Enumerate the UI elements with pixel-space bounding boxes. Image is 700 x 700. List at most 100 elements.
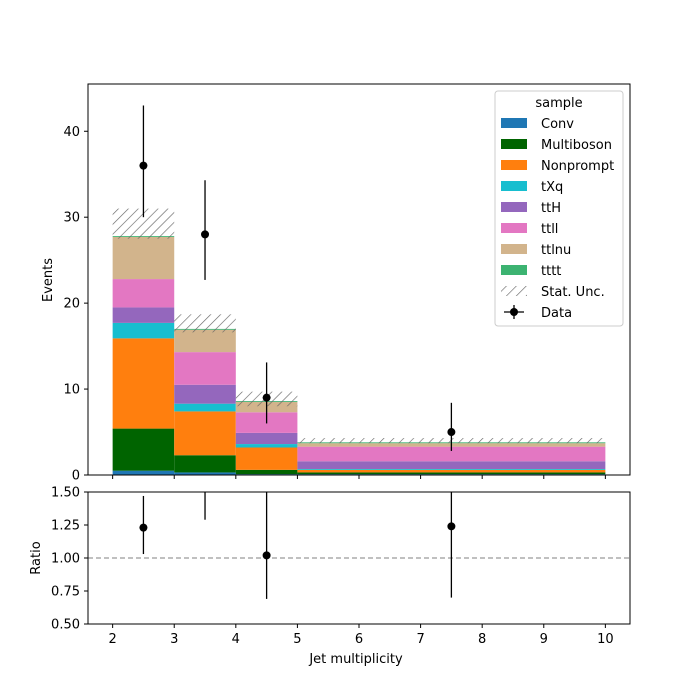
- legend-label: Conv: [541, 117, 574, 132]
- legend-label: Data: [541, 306, 572, 321]
- ratio-y-tick-label: 1.00: [51, 552, 80, 567]
- legend-entry-tttt: tttt: [501, 264, 561, 279]
- legend-data-marker: [510, 308, 518, 316]
- legend-label: Nonprompt: [541, 159, 614, 174]
- legend-label: ttH: [541, 201, 561, 216]
- data-points: [139, 105, 456, 451]
- x-tick-label: 2: [108, 632, 116, 647]
- legend-label: tttt: [541, 264, 561, 279]
- x-tick-label: 3: [170, 632, 178, 647]
- main-plot: 0 10 20 30 40 Events: [41, 83, 631, 484]
- bar-tth-bin-5-10: [297, 461, 606, 469]
- bar-txq-bin-2-3: [112, 322, 175, 339]
- bar-nonprompt-bin-5-10: [297, 469, 606, 473]
- legend-label: Stat. Unc.: [541, 285, 605, 300]
- ratio-x-axis: 2 3 4 5 6 7 8 9 10: [108, 624, 614, 647]
- legend-entry-multiboson: Multiboson: [501, 138, 612, 153]
- bar-tth-bin-4-5: [235, 432, 298, 445]
- ratio-y-tick-label: 0.50: [51, 618, 80, 633]
- data-marker: [447, 428, 456, 437]
- legend-entry-txq: tXq: [501, 180, 563, 195]
- data-marker: [139, 161, 148, 170]
- ratio-y-tick-label: 1.25: [51, 519, 80, 534]
- bar-ttll-bin-3-4: [174, 352, 236, 385]
- ratio-y-tick-label: 0.75: [51, 585, 80, 600]
- legend-entry-ttll: ttll: [501, 222, 558, 237]
- data-point: [262, 362, 271, 424]
- legend-entry-nonprompt: Nonprompt: [501, 159, 614, 174]
- bar-ttll-bin-5-10: [297, 446, 606, 462]
- x-tick-label: 9: [540, 632, 548, 647]
- y-tick-label: 0: [72, 469, 80, 484]
- x-tick-label: 7: [416, 632, 424, 647]
- legend-swatch: [501, 223, 527, 233]
- bar-tth-bin-3-4: [174, 384, 236, 404]
- data-point: [139, 105, 148, 218]
- bar-ttlnu-bin-3-4: [174, 329, 236, 353]
- ratio-y-tick-label: 1.50: [51, 486, 80, 501]
- legend-swatch: [501, 244, 527, 254]
- main-y-axis: 0 10 20 30 40: [63, 125, 88, 484]
- data-point: [201, 180, 210, 280]
- ratio-plot: 0.50 0.75 1.00 1.25 1.50 2 3 4 5 6 7 8 9 10 Ratio Je…: [29, 486, 631, 667]
- legend-entry-tth: ttH: [501, 201, 561, 216]
- legend-entry-stat-unc: Stat. Unc.: [501, 285, 605, 300]
- x-axis-label-jet-multiplicity: Jet multiplicity: [308, 652, 403, 667]
- bar-multiboson-bin-2-3: [112, 428, 175, 471]
- legend-swatch: [501, 160, 527, 170]
- bar-multiboson-bin-3-4: [174, 455, 236, 473]
- legend-entry-ttlnu: ttlnu: [501, 243, 571, 258]
- legend-swatch: [501, 181, 527, 191]
- ratio-point: [447, 492, 456, 598]
- bar-nonprompt-bin-2-3: [112, 338, 175, 429]
- legend-entry-data: Data: [504, 305, 572, 321]
- y-axis-label-events: Events: [41, 258, 56, 302]
- x-tick-label: 8: [478, 632, 486, 647]
- data-marker: [201, 230, 210, 239]
- x-tick-label: 5: [293, 632, 301, 647]
- bar-multiboson-bin-5-10: [297, 472, 606, 475]
- ratio-marker: [262, 551, 271, 560]
- bar-conv-bin-2-3: [112, 470, 175, 475]
- y-axis-label-ratio: Ratio: [29, 541, 44, 574]
- data-marker: [262, 393, 271, 402]
- ratio-points: [139, 492, 456, 599]
- legend-label: tXq: [541, 180, 563, 195]
- bar-nonprompt-bin-3-4: [174, 411, 236, 456]
- x-tick-label: 6: [355, 632, 363, 647]
- bar-txq-bin-3-4: [174, 403, 236, 412]
- main-x-axis: [112, 475, 606, 479]
- legend: sample Conv Multiboson Nonprompt tXq ttH ttll…: [494, 90, 624, 327]
- bar-conv-bin-3-4: [174, 472, 236, 475]
- legend-swatch: [501, 118, 527, 128]
- data-point: [447, 402, 456, 451]
- legend-swatch: [501, 139, 527, 149]
- legend-label: ttlnu: [541, 243, 571, 258]
- legend-swatch: [501, 202, 527, 212]
- bar-tth-bin-2-3: [112, 307, 175, 323]
- legend-title: sample: [535, 96, 582, 111]
- y-tick-label: 30: [63, 211, 80, 226]
- ratio-marker: [139, 523, 148, 532]
- legend-swatch: [501, 265, 527, 275]
- y-tick-label: 10: [63, 383, 80, 398]
- x-tick-label: 4: [232, 632, 240, 647]
- legend-entry-conv: Conv: [501, 117, 574, 132]
- legend-label: Multiboson: [541, 138, 612, 153]
- y-tick-label: 20: [63, 297, 80, 312]
- ratio-point: [262, 492, 271, 599]
- bar-ttll-bin-2-3: [112, 279, 175, 308]
- x-tick-label: 10: [597, 632, 614, 647]
- bar-txq-bin-4-5: [235, 444, 298, 448]
- stat-unc-bin-3-4: [174, 314, 236, 333]
- ratio-point: [139, 495, 148, 555]
- legend-label: ttll: [541, 222, 558, 237]
- bar-nonprompt-bin-4-5: [235, 447, 298, 470]
- y-tick-label: 40: [63, 125, 80, 140]
- ratio-marker: [447, 522, 456, 531]
- bar-multiboson-bin-4-5: [235, 469, 298, 475]
- bar-ttlnu-bin-2-3: [112, 236, 175, 280]
- bar-txq-bin-5-10: [297, 468, 606, 470]
- stacked-bars: [112, 236, 606, 475]
